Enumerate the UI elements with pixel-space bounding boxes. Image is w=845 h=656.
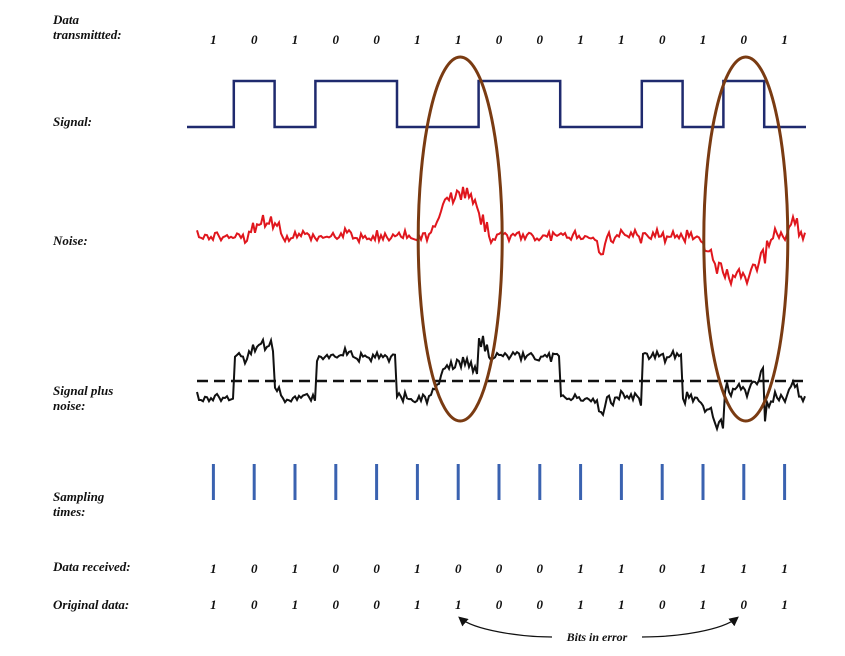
- bits-in-error-label: Bits in error: [566, 630, 628, 644]
- signal-label: Signal:: [53, 114, 93, 129]
- original-bit: 0: [373, 597, 380, 612]
- right-error-arrow: [641, 616, 739, 638]
- received-bit: 0: [537, 561, 544, 576]
- transmitted-bit: 0: [659, 32, 666, 47]
- received-bit: 1: [414, 561, 421, 576]
- received-bit: 0: [496, 561, 503, 576]
- error-bit-ellipse: [702, 55, 790, 423]
- signal-plus-noise-label-line2: noise:: [53, 398, 86, 413]
- received-bit: 1: [292, 561, 299, 576]
- received-bit: 0: [455, 561, 462, 576]
- sampling-times-label-line1: Sampling: [53, 489, 105, 504]
- data-transmitted-label-line2: transmittted:: [53, 27, 122, 42]
- original-bit: 1: [700, 597, 707, 612]
- transmitted-bit: 0: [741, 32, 748, 47]
- received-bit: 0: [251, 561, 258, 576]
- original-bit: 1: [292, 597, 299, 612]
- original-bit: 0: [537, 597, 544, 612]
- sampling-times-row: [211, 464, 787, 500]
- noise-label: Noise:: [53, 233, 88, 248]
- original-bit: 1: [577, 597, 584, 612]
- sampling-times-label-line2: times:: [53, 504, 86, 519]
- sampling-times-label: Sampling times:: [53, 489, 173, 519]
- data-transmitted-label-line1: Data: [53, 12, 79, 27]
- original-bits-row: 1 0 1 0 0 1 1 0 0 1 1 0 1 0 1: [210, 597, 788, 612]
- transmitted-bit: 1: [781, 32, 788, 47]
- transmitted-bit: 0: [333, 32, 340, 47]
- received-bit: 1: [577, 561, 584, 576]
- signal-plus-noise-label-line1: Signal plus: [53, 383, 114, 398]
- received-bits-row: 1 0 1 0 0 1 0 0 0 1 1 0 1 1 1: [210, 561, 788, 576]
- bits-in-error-annotation: Bits in error: [458, 616, 739, 644]
- received-bit: 0: [659, 561, 666, 576]
- original-bit: 0: [251, 597, 258, 612]
- received-bit: 1: [741, 561, 748, 576]
- original-bit: 1: [210, 597, 217, 612]
- received-bit: 1: [210, 561, 217, 576]
- left-error-arrow: [458, 616, 553, 638]
- original-bit: 0: [741, 597, 748, 612]
- original-bit: 0: [659, 597, 666, 612]
- error-bit-ellipse: [416, 55, 504, 423]
- received-bit: 0: [333, 561, 340, 576]
- signal-plus-noise-label: Signal plus noise:: [53, 383, 173, 413]
- original-bit: 0: [333, 597, 340, 612]
- data-received-label: Data received:: [53, 559, 131, 574]
- transmitted-bit: 1: [414, 32, 421, 47]
- original-bit: 1: [414, 597, 421, 612]
- signal-waveform: [187, 79, 806, 129]
- signal-plus-noise-waveform: [196, 335, 806, 433]
- data-transmitted-label: Data transmittted:: [53, 12, 173, 42]
- transmitted-bit: 0: [373, 32, 380, 47]
- transmitted-bit: 1: [455, 32, 462, 47]
- transmitted-bit: 1: [292, 32, 299, 47]
- transmitted-bit: 0: [537, 32, 544, 47]
- bit-error-highlights: [416, 55, 790, 423]
- transmitted-bit: 1: [210, 32, 217, 47]
- original-bit: 1: [618, 597, 625, 612]
- transmitted-bit: 0: [251, 32, 258, 47]
- original-bit: 1: [781, 597, 788, 612]
- received-bit: 1: [618, 561, 625, 576]
- transmitted-bit: 1: [618, 32, 625, 47]
- transmitted-bit: 0: [496, 32, 503, 47]
- original-data-label: Original data:: [53, 597, 130, 612]
- original-bit: 1: [455, 597, 462, 612]
- transmitted-bit: 1: [700, 32, 707, 47]
- original-bit: 0: [496, 597, 503, 612]
- transmitted-bit: 1: [577, 32, 584, 47]
- received-bit: 0: [373, 561, 380, 576]
- received-bit: 1: [781, 561, 788, 576]
- received-bit: 1: [700, 561, 707, 576]
- transmitted-bits-row: 1 0 1 0 0 1 1 0 0 1 1 0 1 0 1: [210, 32, 788, 47]
